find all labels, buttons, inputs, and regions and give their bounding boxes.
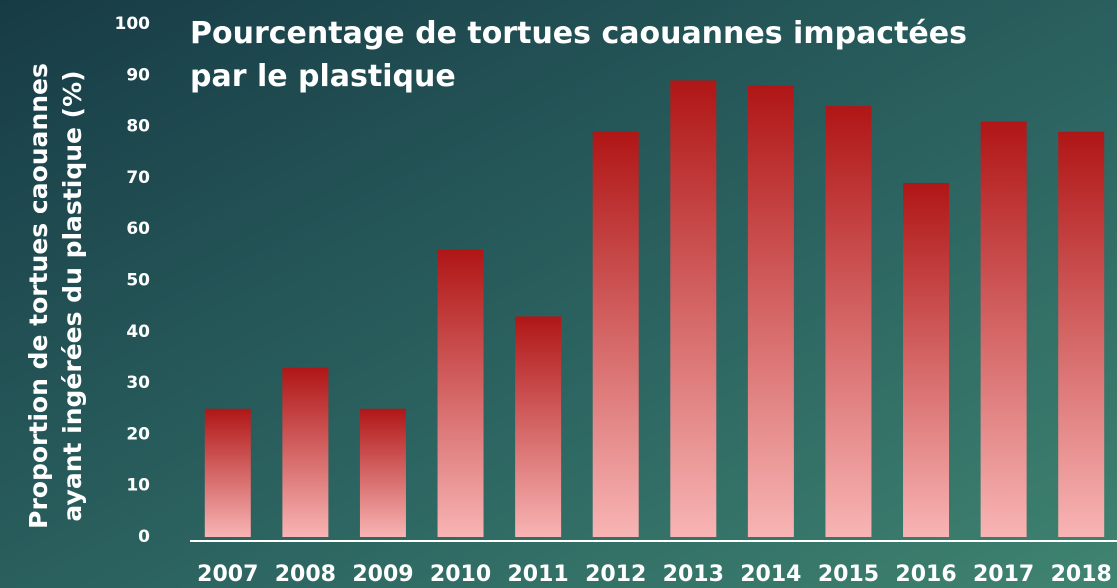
y-tick-label: 20 (126, 424, 150, 444)
y-axis-title-line: ayant ingérées du plastique (%) (58, 70, 87, 521)
bar (592, 131, 639, 538)
x-tick-label: 2016 (895, 562, 956, 587)
bar (903, 183, 950, 537)
x-tick-label: 2018 (1051, 562, 1112, 587)
y-tick-label: 60 (126, 219, 150, 239)
bar (980, 121, 1027, 537)
bar (670, 80, 717, 538)
y-axis-title: Proportion de tortues caouannes ayant in… (24, 63, 87, 529)
x-tick-label: 2015 (818, 562, 879, 587)
y-tick-label: 100 (115, 14, 151, 34)
y-tick-label: 70 (126, 168, 150, 188)
x-tick-label: 2007 (197, 562, 258, 587)
y-axis-title-line: Proportion de tortues caouannes (24, 63, 53, 529)
bar (825, 106, 872, 537)
bar (515, 316, 562, 537)
y-tick-label: 90 (126, 65, 150, 85)
bar (747, 85, 794, 537)
chart-title: Pourcentage de tortues caouannes impacté… (190, 16, 967, 51)
bar (437, 249, 484, 537)
chart-title: par le plastique (190, 59, 456, 94)
y-tick-label: 40 (126, 322, 150, 342)
bar (1058, 131, 1105, 538)
bar (282, 367, 329, 537)
y-tick-label: 50 (126, 271, 150, 291)
x-tick-label: 2009 (352, 562, 413, 587)
y-tick-label: 30 (126, 373, 150, 393)
x-tick-label: 2017 (973, 562, 1034, 587)
x-tick-label: 2013 (663, 562, 724, 587)
x-tick-label: 2012 (585, 562, 646, 587)
x-tick-label: 2011 (508, 562, 569, 587)
bar (204, 408, 251, 537)
y-tick-label: 80 (126, 117, 150, 137)
x-tick-label: 2008 (275, 562, 336, 587)
x-tick-label: 2010 (430, 562, 491, 587)
y-tick-label: 0 (138, 527, 150, 547)
bar (359, 408, 406, 537)
x-tick-label: 2014 (740, 562, 801, 587)
y-tick-label: 10 (126, 476, 150, 496)
